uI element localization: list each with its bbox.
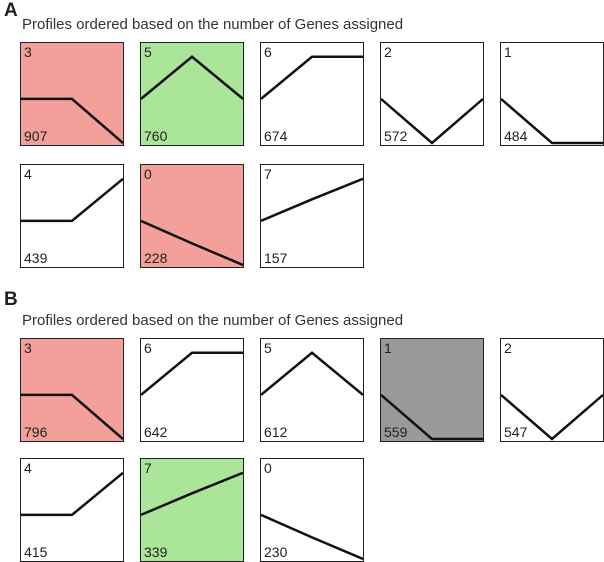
profile-id: 3 — [24, 44, 32, 60]
profile-box: 4 415 — [20, 458, 124, 562]
profile-plot — [261, 351, 363, 396]
profile-box: 4 439 — [20, 164, 124, 268]
gene-count: 642 — [144, 424, 168, 440]
profile-plot — [381, 393, 483, 441]
panel-letter: A — [4, 0, 18, 21]
profile-id: 4 — [24, 166, 32, 182]
gene-count: 157 — [264, 250, 288, 266]
profile-line — [261, 177, 363, 223]
gene-count: 230 — [264, 544, 288, 560]
profile-box: 7 339 — [140, 458, 244, 562]
profile-box: 1 484 — [500, 42, 604, 146]
profile-line — [261, 55, 363, 100]
profile-box: 7 157 — [260, 164, 364, 268]
profile-line — [141, 55, 243, 100]
profile-id: 7 — [264, 166, 272, 182]
profile-box: 3 796 — [20, 338, 124, 442]
profile-line — [141, 219, 243, 267]
profile-box: 5 612 — [260, 338, 364, 442]
profile-plot — [261, 177, 363, 223]
profile-id: 5 — [264, 340, 272, 356]
profile-id: 6 — [264, 44, 272, 60]
profile-plot — [141, 471, 243, 517]
profile-line — [21, 97, 123, 144]
profile-line — [141, 351, 243, 396]
gene-count: 228 — [144, 250, 168, 266]
profile-plot — [21, 97, 123, 144]
profile-box: 2 572 — [380, 42, 484, 146]
gene-count: 339 — [144, 544, 168, 560]
profile-id: 2 — [384, 44, 392, 60]
profile-plot — [261, 513, 363, 561]
profile-plot — [21, 471, 123, 517]
profile-line — [261, 351, 363, 396]
gene-count: 439 — [24, 250, 48, 266]
profile-plot — [21, 177, 123, 223]
gene-count: 907 — [24, 128, 48, 144]
profile-id: 2 — [504, 340, 512, 356]
profile-box: 2 547 — [500, 338, 604, 442]
profile-line — [381, 393, 483, 441]
gene-count: 572 — [384, 128, 408, 144]
profile-id: 7 — [144, 460, 152, 476]
panel-title: Profiles ordered based on the number of … — [22, 16, 404, 33]
profile-id: 5 — [144, 44, 152, 60]
profile-plot — [261, 55, 363, 100]
profile-line — [21, 177, 123, 223]
panel-title: Profiles ordered based on the number of … — [22, 312, 404, 329]
profile-box: 0 230 — [260, 458, 364, 562]
gene-count: 796 — [24, 424, 48, 440]
profile-id: 1 — [384, 340, 392, 356]
gene-count: 547 — [504, 424, 528, 440]
profile-line — [21, 471, 123, 517]
profile-id: 0 — [264, 460, 272, 476]
profile-id: 1 — [504, 44, 512, 60]
profile-line — [501, 393, 603, 441]
gene-count: 415 — [24, 544, 48, 560]
profile-box: 5 760 — [140, 42, 244, 146]
profile-plot — [21, 393, 123, 440]
gene-count: 612 — [264, 424, 288, 440]
profile-line — [141, 471, 243, 517]
profile-plot — [381, 97, 483, 145]
profile-plot — [141, 351, 243, 396]
profile-line — [21, 393, 123, 440]
profile-plot — [141, 55, 243, 100]
profile-id: 0 — [144, 166, 152, 182]
profile-box: 0 228 — [140, 164, 244, 268]
profile-box: 1 559 — [380, 338, 484, 442]
profile-id: 4 — [24, 460, 32, 476]
profile-box: 6 674 — [260, 42, 364, 146]
gene-count: 760 — [144, 128, 168, 144]
gene-count: 559 — [384, 424, 408, 440]
gene-count: 674 — [264, 128, 288, 144]
profile-id: 6 — [144, 340, 152, 356]
profile-line — [261, 513, 363, 561]
profile-plot — [501, 97, 603, 145]
profile-line — [501, 97, 603, 145]
profile-plot — [501, 393, 603, 441]
panel-letter: B — [4, 289, 18, 310]
profile-line — [381, 97, 483, 145]
profile-box: 6 642 — [140, 338, 244, 442]
gene-count: 484 — [504, 128, 528, 144]
profile-box: 3 907 — [20, 42, 124, 146]
profile-id: 3 — [24, 340, 32, 356]
profile-plot — [141, 219, 243, 267]
